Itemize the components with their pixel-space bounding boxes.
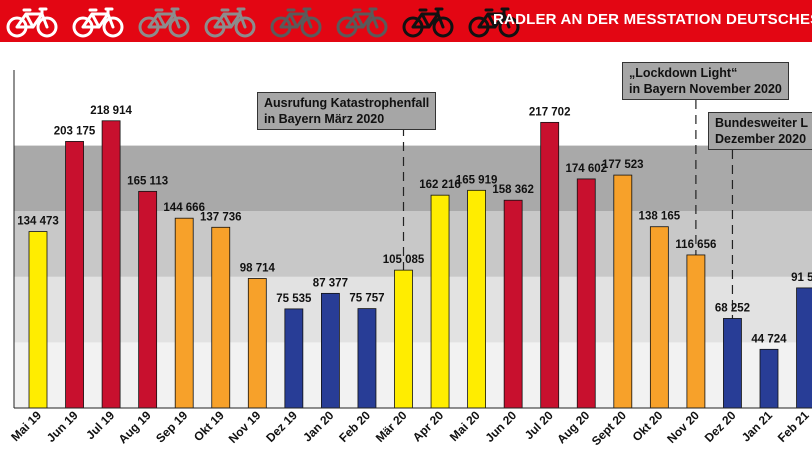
- bike-icon-black-2: [468, 7, 520, 38]
- annotation-lockdown-light-line1: „Lockdown Light“: [629, 66, 738, 80]
- x-tick-label-1: Jun 19: [44, 408, 81, 445]
- data-label-5: 137 736: [200, 211, 242, 223]
- header-banner: RADLER AN DER MESSTATION DEUTSCHES MU: [0, 0, 812, 42]
- annotation-lockdown-light: „Lockdown Light“ in Bayern November 2020: [622, 62, 789, 100]
- x-tick-label-12: Mai 20: [447, 408, 483, 444]
- x-tick-label-14: Jul 20: [522, 408, 556, 442]
- bar-18: [686, 254, 706, 409]
- data-label-11: 162 216: [419, 179, 461, 191]
- bar-3: [138, 190, 158, 409]
- bar-20: [759, 348, 779, 409]
- x-tick-label-17: Okt 20: [630, 408, 666, 444]
- bike-icon-black-1: [402, 7, 454, 38]
- annotation-bundesweiter-lockdown-line2: Dezember 2020: [715, 132, 807, 146]
- data-label-16: 177 523: [602, 159, 644, 171]
- data-label-0: 134 473: [17, 216, 59, 228]
- bar-8: [320, 292, 340, 409]
- bar-13: [503, 199, 523, 409]
- x-tick-label-8: Jan 20: [300, 408, 337, 445]
- x-tick-label-5: Okt 19: [191, 408, 227, 444]
- data-label-18: 116 656: [675, 239, 716, 251]
- data-label-10: 105 085: [383, 254, 425, 266]
- x-tick-label-13: Jun 20: [482, 408, 519, 445]
- data-label-15: 174 602: [565, 163, 607, 175]
- data-label-14: 217 702: [529, 106, 571, 118]
- chart-title: RADLER AN DER MESSTATION DEUTSCHES MU: [493, 11, 812, 28]
- bike-icon-darkgray-1: [270, 7, 322, 38]
- bar-17: [649, 226, 669, 409]
- data-label-9: 75 757: [349, 293, 384, 305]
- bar-11: [430, 194, 450, 409]
- annotation-katastrophenfall-line1: Ausrufung Katastrophenfall: [264, 96, 430, 110]
- x-tick-label-18: Nov 20: [664, 408, 702, 446]
- bar-5: [211, 226, 231, 409]
- x-tick-label-11: Apr 20: [410, 408, 447, 445]
- bar-10: [394, 269, 413, 409]
- bar-0: [28, 231, 48, 409]
- bike-icon-white-1: [6, 7, 58, 38]
- x-tick-label-10: Mär 20: [373, 408, 410, 445]
- data-label-21: 91 53: [791, 272, 812, 284]
- data-label-4: 144 666: [163, 202, 205, 214]
- data-label-8: 87 377: [313, 277, 348, 289]
- annotation-katastrophenfall-line2: in Bayern März 2020: [264, 112, 385, 126]
- data-label-3: 165 113: [127, 175, 168, 187]
- bar-16: [613, 174, 633, 409]
- bar-14: [540, 121, 560, 409]
- data-label-17: 138 165: [639, 211, 681, 223]
- bar-6: [247, 278, 267, 409]
- bike-icon-gray-2: [204, 7, 256, 38]
- data-label-1: 203 175: [54, 125, 96, 137]
- data-label-12: 165 919: [456, 174, 498, 186]
- bike-icon-gray-1: [138, 7, 190, 38]
- bar-4: [174, 217, 194, 409]
- x-tick-label-20: Jan 21: [739, 408, 776, 445]
- data-label-2: 218 914: [90, 105, 132, 117]
- x-tick-label-19: Dez 20: [702, 408, 739, 445]
- annotation-bundesweiter-lockdown-line1: Bundesweiter L: [715, 116, 809, 130]
- x-tick-label-3: Aug 19: [116, 408, 154, 446]
- data-label-7: 75 535: [276, 293, 312, 305]
- data-label-6: 98 714: [240, 262, 276, 274]
- bike-icon-white-2: [72, 7, 124, 38]
- bar-9: [357, 308, 377, 409]
- bar-21: [796, 287, 812, 409]
- bike-icon-darkgray-2: [336, 7, 388, 38]
- data-label-13: 158 362: [492, 184, 534, 196]
- x-tick-label-16: Sept 20: [589, 408, 629, 448]
- annotation-bundesweiter-lockdown: Bundesweiter L Dezember 2020: [708, 112, 812, 150]
- data-label-20: 44 724: [751, 333, 787, 345]
- annotation-lockdown-light-line2: in Bayern November 2020: [629, 82, 782, 96]
- x-tick-label-7: Dez 19: [263, 408, 300, 445]
- data-label-19: 68 252: [715, 302, 750, 314]
- annotation-katastrophenfall: Ausrufung Katastrophenfall in Bayern Mär…: [257, 92, 437, 130]
- bar-19: [723, 318, 742, 409]
- bar-2: [101, 120, 121, 409]
- bar-15: [576, 178, 596, 409]
- x-tick-label-15: Aug 20: [554, 408, 592, 446]
- x-tick-label-6: Nov 19: [226, 408, 264, 446]
- bar-1: [65, 141, 84, 409]
- x-tick-label-9: Feb 20: [336, 408, 373, 445]
- bar-7: [284, 308, 304, 409]
- x-tick-label-4: Sep 19: [153, 408, 190, 445]
- x-tick-label-0: Mai 19: [8, 408, 44, 444]
- bar-12: [467, 189, 487, 409]
- x-tick-label-21: Feb 21: [775, 408, 812, 445]
- x-tick-label-2: Jul 19: [83, 408, 117, 442]
